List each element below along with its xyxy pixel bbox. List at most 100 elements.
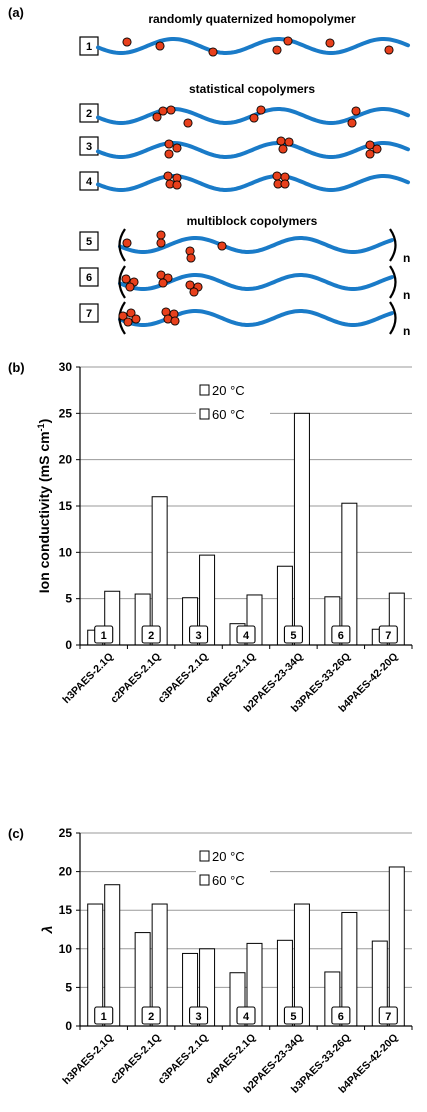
y-tick-label: 30 [59, 360, 73, 374]
category-number: 6 [338, 630, 344, 642]
title-statistical: statistical copolymers [189, 82, 315, 96]
cation-dot [156, 42, 164, 50]
cation-dot [257, 106, 265, 114]
polymer-chain [98, 176, 408, 190]
bar-60c [294, 413, 309, 645]
repeat-bracket-right [390, 302, 396, 334]
repeat-subscript: n [403, 251, 410, 265]
row-number-label: 3 [86, 141, 92, 153]
legend-swatch-60c [200, 875, 209, 885]
cation-dot [165, 150, 173, 158]
cation-dot [157, 231, 165, 239]
y-tick-label: 25 [59, 406, 73, 420]
title-homopolymer: randomly quaternized homopolymer [148, 12, 356, 26]
polymer-chain [98, 39, 408, 53]
row-number-label: 7 [86, 308, 92, 320]
cation-dot [159, 279, 167, 287]
cation-dot [218, 242, 226, 250]
bar-60c [152, 497, 167, 645]
y-tick-label: 10 [59, 942, 73, 956]
cation-dot [124, 318, 132, 326]
cation-dot [385, 46, 393, 54]
legend-label-20c: 20 °C [212, 849, 245, 864]
legend-swatch-60c [200, 409, 209, 419]
row-number-label: 2 [86, 108, 92, 120]
repeat-subscript: n [403, 324, 410, 338]
y-tick-label: 5 [65, 592, 72, 606]
category-number: 7 [385, 1011, 391, 1023]
row-number-label: 1 [86, 41, 92, 53]
cation-dot [190, 288, 198, 296]
category-number: 5 [290, 630, 296, 642]
legend-swatch-20c [200, 385, 209, 395]
cation-dot [157, 239, 165, 247]
repeat-bracket-right [390, 266, 396, 298]
repeat-bracket-right [390, 229, 396, 261]
panel-b-conductivity-chart: (b)0510152025301h3PAES-2.1Q2c2PAES-2.1Q3… [8, 360, 412, 715]
panel-a-label: (a) [8, 5, 24, 20]
y-tick-label: 20 [59, 865, 73, 879]
legend-label-60c: 60 °C [212, 873, 245, 888]
y-tick-label: 20 [59, 453, 73, 467]
cation-dot [187, 254, 195, 262]
cation-dot [184, 119, 192, 127]
category-number: 4 [243, 1011, 250, 1023]
category-number: 7 [385, 630, 391, 642]
category-number: 6 [338, 1011, 344, 1023]
category-number: 5 [290, 1011, 296, 1023]
category-number: 1 [101, 630, 107, 642]
cation-dot [209, 48, 217, 56]
cation-dot [352, 107, 360, 115]
y-axis-label-main: Ion conductivity (mS cm [36, 431, 52, 593]
row-number-label: 5 [86, 236, 92, 248]
cation-dot [273, 172, 281, 180]
panel-a-schematic: (a) randomly quaternized homopolymer stati… [8, 5, 410, 338]
y-tick-label: 5 [65, 980, 72, 994]
cation-dot [132, 315, 140, 323]
row-number-label: 6 [86, 272, 92, 284]
category-number: 2 [148, 630, 154, 642]
cation-dot [273, 46, 281, 54]
cation-dot [164, 172, 172, 180]
bar-60c [342, 503, 357, 645]
cation-dot [373, 145, 381, 153]
polymer-chain [98, 143, 408, 157]
y-tick-label: 15 [59, 903, 73, 917]
cation-dot [173, 144, 181, 152]
cation-dot [279, 145, 287, 153]
cation-dot [167, 106, 175, 114]
cation-dot [285, 138, 293, 146]
cation-dot [123, 239, 131, 247]
legend-label-20c: 20 °C [212, 383, 245, 398]
y-tick-label: 25 [59, 826, 73, 840]
bar-60c [389, 867, 404, 1026]
category-number: 4 [243, 630, 250, 642]
y-axis-label-superscript: -1 [36, 423, 46, 431]
repeat-subscript: n [403, 288, 410, 302]
y-tick-label: 0 [65, 638, 72, 652]
cation-dot [281, 180, 289, 188]
cation-dot [366, 150, 374, 158]
panel-label: (c) [8, 826, 24, 841]
category-number: 2 [148, 1011, 154, 1023]
cation-dot [250, 114, 258, 122]
panel-c-lambda-chart: (c)05101520251h3PAES-2.1Q2c2PAES-2.1Q3c3… [8, 826, 412, 1096]
cation-dot [171, 317, 179, 325]
cation-dot [348, 119, 356, 127]
cation-dot [122, 275, 130, 283]
y-tick-label: 15 [59, 499, 73, 513]
y-axis-label: λ [39, 926, 55, 935]
cation-dot [123, 38, 131, 46]
bar-60c [105, 885, 120, 1026]
cation-dot [277, 137, 285, 145]
category-number: 3 [196, 1011, 202, 1023]
cation-dot [153, 113, 161, 121]
panel-label: (b) [8, 360, 25, 375]
polymer-chain [120, 311, 392, 325]
cation-dot [126, 283, 134, 291]
cation-dot [173, 181, 181, 189]
cation-dot [284, 37, 292, 45]
legend-swatch-20c [200, 851, 209, 861]
legend-label-60c: 60 °C [212, 407, 245, 422]
